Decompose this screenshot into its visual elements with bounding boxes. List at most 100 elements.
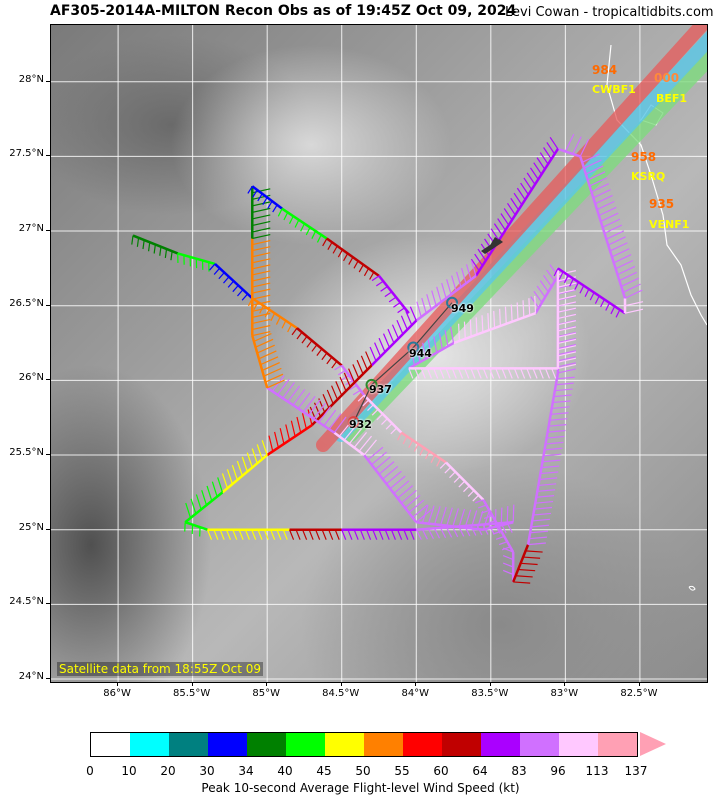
lon-tick-label: 84°W [401, 688, 430, 699]
wind-barb [431, 290, 437, 306]
wind-barb [369, 346, 377, 362]
wind-barb [463, 321, 466, 339]
wind-barb [545, 441, 564, 445]
colorbar-tick-label: 20 [160, 764, 176, 778]
lon-tick-label: 82.5°W [620, 688, 658, 699]
wind-barb [290, 420, 296, 437]
wind-barb [600, 212, 619, 222]
wind-barb [583, 159, 602, 169]
wind-barb [551, 368, 557, 379]
wind-barb [563, 275, 569, 284]
wind-barb [142, 239, 145, 250]
colorbar-tick-label: 83 [511, 764, 527, 778]
lon-tick-mark [638, 682, 640, 686]
wind-barb [358, 435, 372, 452]
center-fix-marker [407, 341, 420, 354]
wind-barb [446, 507, 453, 526]
flight-track-segment [378, 275, 410, 314]
wind-barb [238, 529, 244, 540]
flight-track-segment [296, 327, 343, 367]
wind-barb [506, 506, 509, 524]
wind-barb [393, 302, 401, 308]
wind-barb [433, 506, 441, 525]
wind-barb [201, 490, 208, 506]
wind-barb [426, 294, 432, 310]
wind-barb [341, 529, 347, 540]
wind-barb [285, 424, 291, 441]
wind-barb [607, 236, 626, 246]
wind-barb [529, 536, 547, 540]
wind-barb [375, 280, 384, 287]
wind-barb [536, 285, 546, 298]
wind-barb [440, 506, 447, 526]
wind-barb [613, 254, 632, 264]
wind-barb [518, 568, 536, 572]
wind-barb [164, 248, 168, 259]
wind-barb [331, 385, 339, 400]
wind-barb [136, 237, 140, 247]
wind-barb [499, 308, 502, 327]
forecast-track-red [316, 25, 707, 452]
wind-barb [503, 208, 513, 221]
wind-barb [534, 506, 553, 510]
wind-barb [277, 208, 283, 217]
wind-barb [382, 465, 399, 480]
wind-barb [501, 368, 507, 379]
wind-barb [246, 452, 253, 468]
wind-barb [359, 529, 365, 540]
wind-barb [444, 466, 452, 474]
wind-barb [281, 320, 287, 329]
wind-barb [365, 351, 373, 366]
colorbar-tick-label: 113 [585, 764, 609, 778]
wind-barb [557, 283, 577, 289]
wind-barb [530, 530, 548, 534]
wind-barb [421, 297, 427, 314]
wind-barb [493, 223, 503, 236]
flight-track-segment [534, 275, 559, 314]
flight-track-segment [526, 372, 560, 545]
flight-track-segment [557, 147, 581, 158]
wind-barb [405, 311, 413, 326]
wind-barb [557, 289, 577, 295]
wind-barb [557, 351, 577, 357]
wind-barb [589, 292, 595, 301]
wind-barb [301, 336, 308, 344]
wind-barb [502, 562, 514, 568]
colorbar-segment [286, 733, 325, 756]
wind-barb [469, 319, 472, 337]
wind-barb [382, 333, 390, 348]
colorbar-tick-label: 50 [355, 764, 371, 778]
wind-barb [464, 368, 470, 379]
colorbar-segment [130, 733, 169, 756]
lon-tick-label: 83.5°W [471, 688, 509, 699]
wind-barb [501, 546, 511, 551]
wind-barb [268, 435, 274, 452]
colorbar-tick-label: 0 [86, 764, 94, 778]
wind-barb [236, 460, 243, 476]
wind-barb [546, 435, 565, 439]
colorbar-segment [91, 733, 130, 756]
colorbar-tick-label: 45 [316, 764, 332, 778]
wind-barb [195, 494, 202, 510]
wind-barb [476, 368, 482, 379]
wind-barb [557, 282, 577, 288]
wind-barb [241, 293, 249, 301]
lon-tick-mark [489, 682, 491, 686]
wind-barb [542, 459, 561, 463]
wind-barb [153, 244, 156, 254]
wind-barb [295, 529, 301, 540]
lat-tick-mark [46, 528, 50, 530]
wind-barb [316, 234, 322, 243]
wind-barb [270, 312, 276, 322]
wind-barb [467, 490, 475, 497]
wind-barb [391, 324, 399, 339]
wind-barb [348, 428, 363, 445]
wind-barb [544, 447, 563, 451]
wind-barb [328, 529, 334, 540]
wind-barb [415, 529, 422, 540]
wind-barb [131, 235, 134, 245]
wind-barb [288, 529, 295, 540]
wind-barb [591, 183, 610, 193]
wind-barb [388, 296, 397, 303]
pressure-obs-944: 944 [409, 347, 432, 360]
